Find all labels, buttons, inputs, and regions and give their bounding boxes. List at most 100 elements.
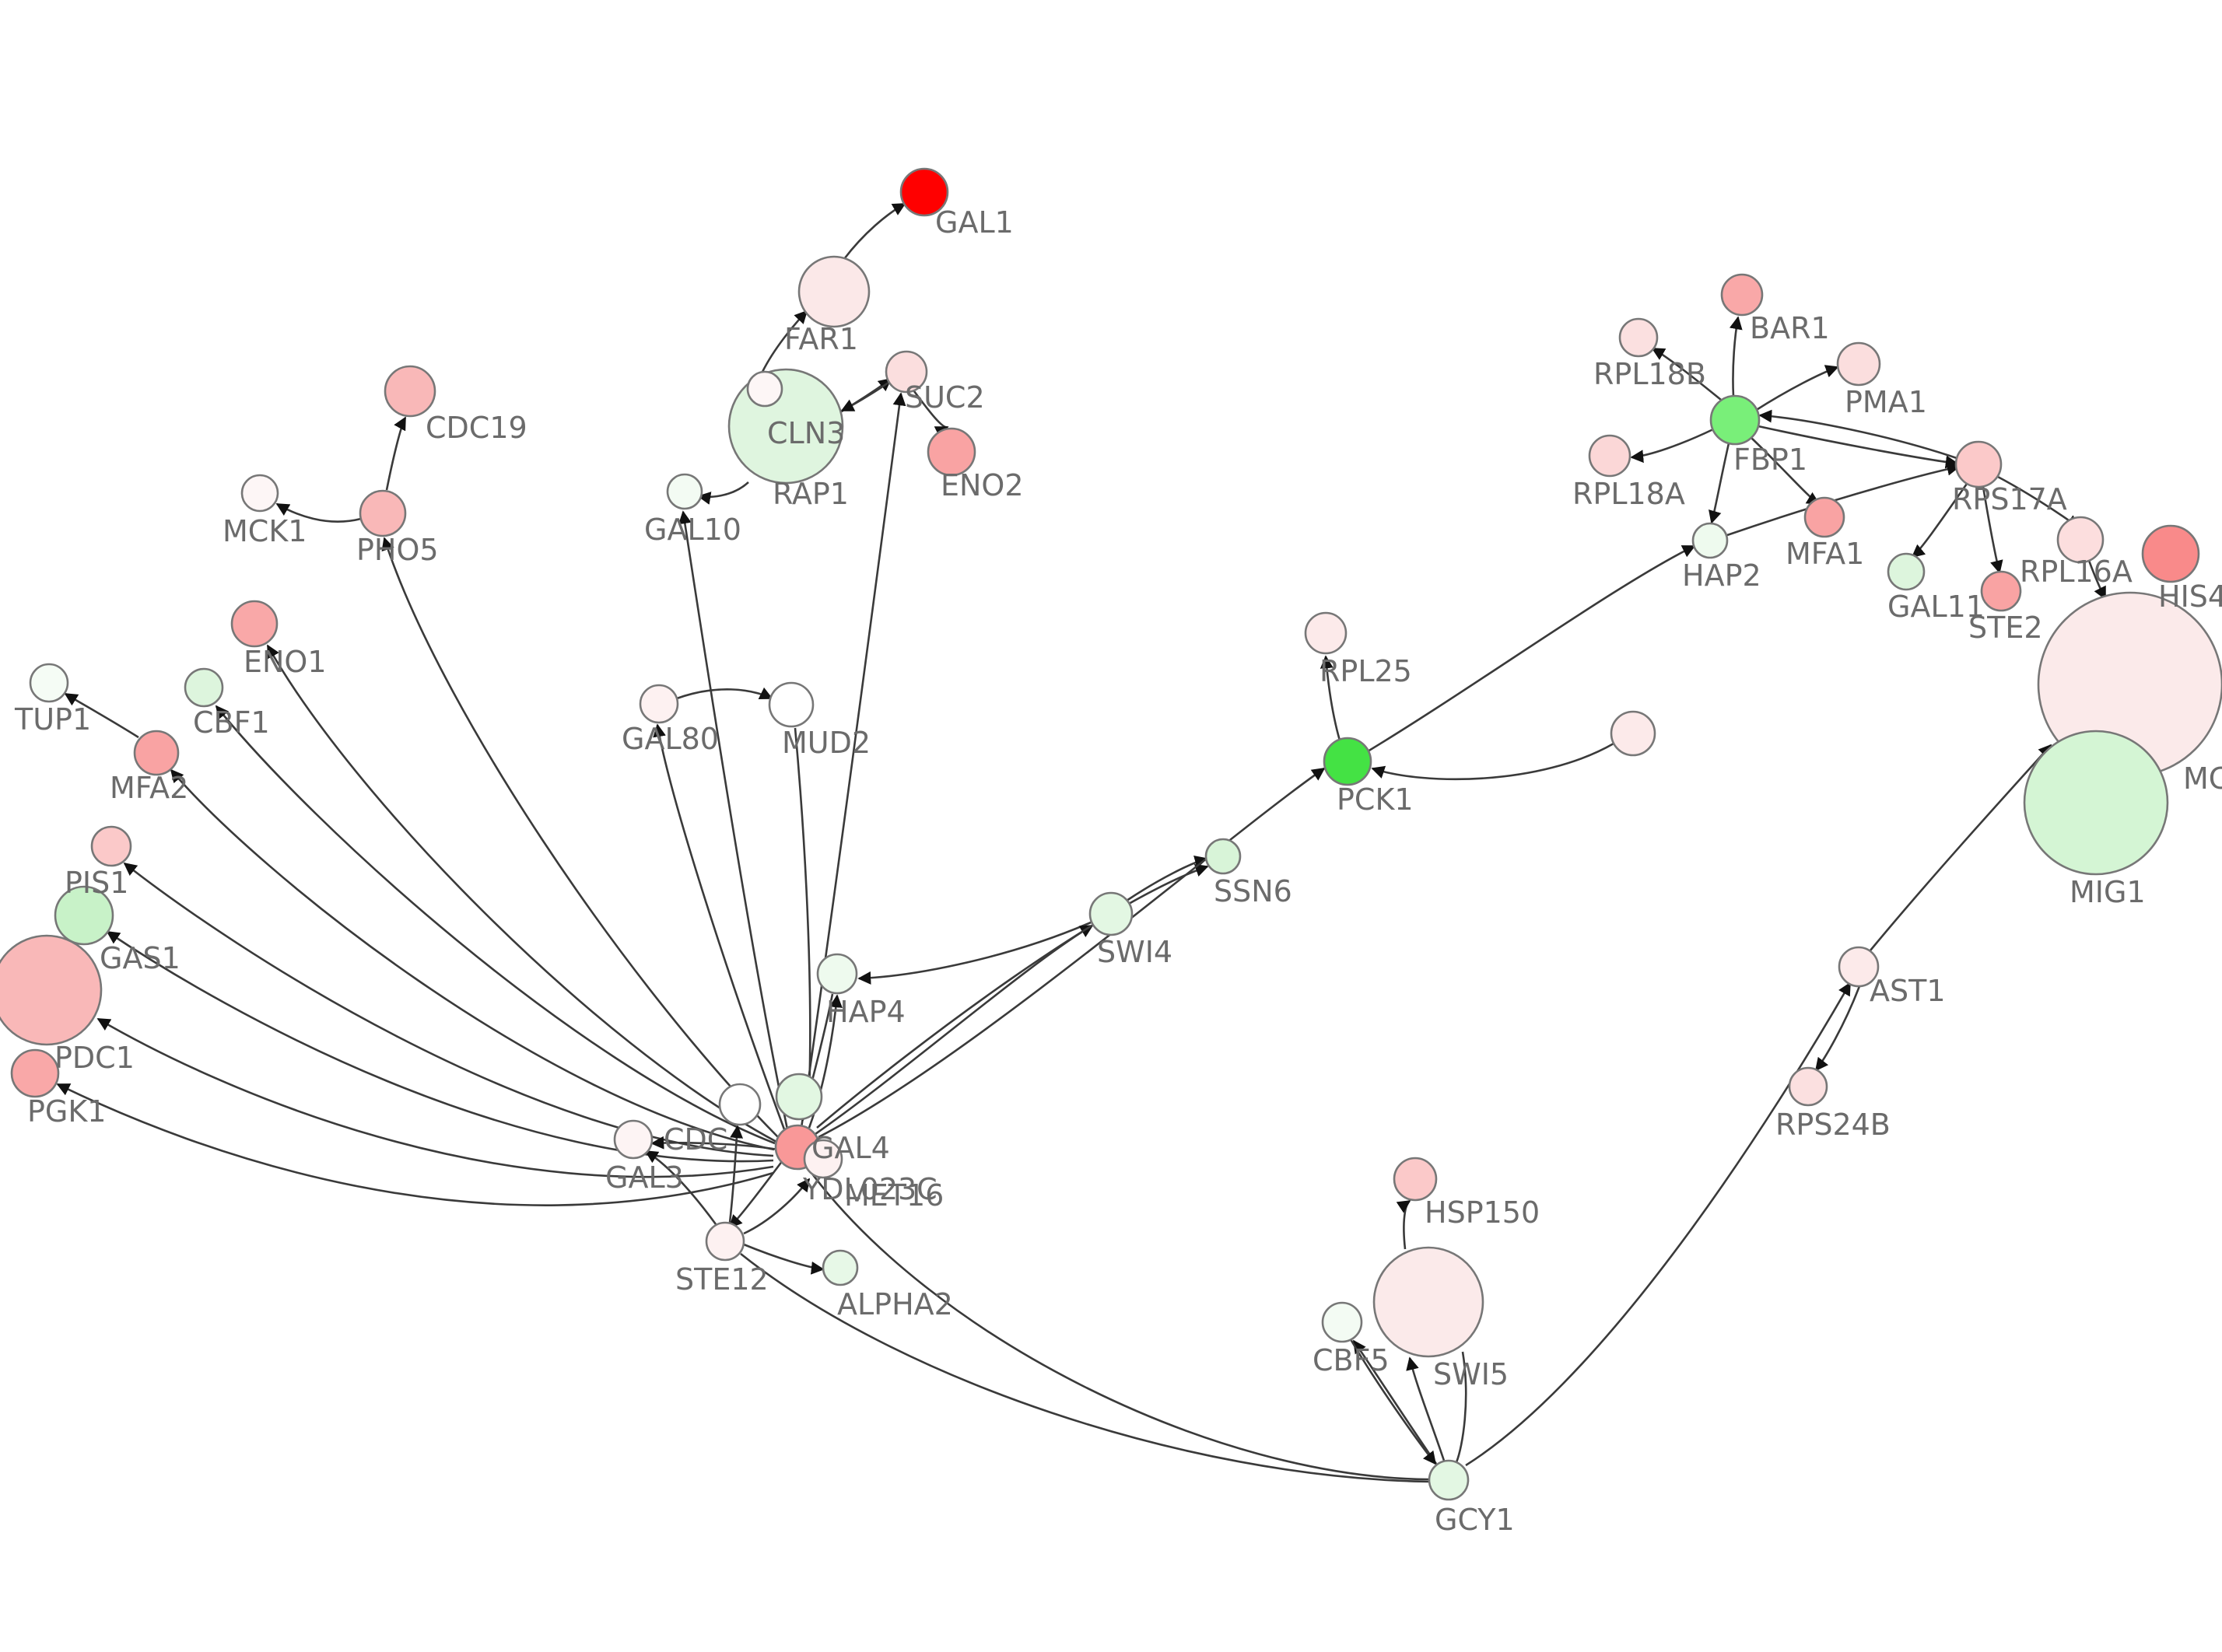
graph-node-fbp1[interactable] [1709,394,1761,446]
graph-node-rap1[interactable] [746,370,783,408]
node-label-rpl18b: RPL18B [1593,357,1706,391]
graph-node-ydl023c[interactable] [803,1139,843,1179]
graph-node-mud2[interactable] [768,681,815,728]
graph-node-pho5[interactable] [359,489,407,537]
graph-edge [644,1150,717,1225]
graph-node-gal10[interactable] [666,473,703,510]
graph-edge [818,767,1326,1139]
graph-node-cbf1[interactable] [184,667,224,708]
graph-node-gal11[interactable] [1887,552,1926,591]
node-label-ast1: AST1 [1870,974,1946,1008]
node-label-fbp1: FBP1 [1733,443,1807,477]
graph-node-eno2[interactable] [927,427,976,477]
graph-node-pma1[interactable] [1836,341,1881,387]
graph-edge [1406,1356,1446,1461]
graph-node-mck1[interactable] [240,474,279,513]
graph-node-tup1[interactable] [29,663,69,703]
graph-node-hap4[interactable] [816,953,858,995]
node-label-gal1: GAL1 [935,205,1014,240]
graph-node-pck1[interactable] [1323,737,1372,786]
edges-layer [56,202,2107,1483]
node-label-rps17a: RPS17A [1952,482,2067,516]
node-label-gal10: GAL10 [644,513,741,547]
graph-node-mfa2[interactable] [133,730,180,776]
graph-edge [275,502,362,523]
graph-edge [1352,1339,1438,1465]
graph-node-ste2[interactable] [1980,570,2022,612]
graph-edge [1630,428,1714,464]
node-label-mfa2: MFA2 [110,771,188,805]
graph-edge [1729,316,1743,397]
graph-edge [1754,365,1839,412]
node-label-pma1: PMA1 [1845,385,1927,419]
graph-edge [740,1252,1431,1483]
node-label-hsp150: HSP150 [1425,1195,1540,1230]
graph-node-bar1[interactable] [1720,273,1764,317]
graph-node-gal1[interactable] [899,167,949,217]
graph-node-gal80[interactable] [639,684,679,724]
graph-node-cdc[interactable] [718,1083,762,1126]
node-label-pho5: PHO5 [356,533,439,567]
graph-node-cbf5[interactable] [1321,1301,1363,1343]
graph-edge [1396,1199,1411,1250]
graph-node-hsp150[interactable] [1393,1157,1438,1202]
graph-edge [678,510,789,1130]
graph-node-ast1[interactable] [1838,946,1880,988]
graph-node-suc2[interactable] [885,350,928,394]
graph-edge [1367,544,1696,753]
graph-node-swi5[interactable] [1372,1246,1484,1358]
graph-node-far1[interactable] [797,255,871,328]
graph-node-rpl25[interactable] [1304,611,1348,655]
graph-node-hap2[interactable] [1691,522,1729,559]
graph-node-mfa1[interactable] [1803,496,1845,538]
node-label-mfa1: MFA1 [1786,537,1864,571]
graph-node-his4[interactable] [2141,524,2200,583]
node-label-pdc1: PDC1 [54,1041,135,1075]
graph-edge [843,202,906,260]
graph-edge [215,705,776,1145]
graph-node-rps24b[interactable] [1788,1066,1828,1107]
graph-node-pis1[interactable] [90,825,132,867]
graph-node-eno1[interactable] [230,600,279,648]
nodes-layer [0,167,2222,1501]
node-label-cdc19: CDC19 [426,411,527,445]
node-label-rps24b: RPS24B [1775,1108,1891,1142]
graph-edge [170,768,775,1151]
node-label-gas1: GAS1 [100,941,180,975]
node-label-gal11: GAL11 [1887,590,1985,624]
graph-node-hub_right[interactable] [1610,710,1656,757]
node-label-hap2: HAP2 [1682,558,1761,593]
node-label-ste12: STE12 [675,1262,769,1297]
node-label-pis1: PIS1 [65,866,128,900]
graph-edge [1814,985,1861,1072]
graph-node-ssn6[interactable] [1204,838,1242,875]
node-label-pgk1: PGK1 [27,1094,106,1129]
graph-node-rpl16a[interactable] [2056,516,2105,564]
node-label-eno2: ENO2 [941,468,1024,502]
graph-edge [913,390,949,439]
graph-node-pdc1[interactable] [0,934,103,1046]
node-label-mud2: MUD2 [782,726,871,760]
graph-node-ste12[interactable] [705,1221,745,1262]
graph-node-rps17a[interactable] [1954,440,2003,488]
graph-edge [728,1125,744,1223]
graph-node-gal4_up[interactable] [775,1073,823,1121]
node-label-rpl25: RPL25 [1320,654,1412,688]
graph-edge [381,537,779,1138]
graph-edge [385,416,407,491]
graph-node-rpl18a[interactable] [1588,434,1631,478]
graph-edge [1320,655,1341,741]
graph-edge [64,692,139,739]
graph-node-rpl18b[interactable] [1618,317,1659,358]
graph-node-gas1[interactable] [54,885,114,946]
graph-node-alpha2[interactable] [822,1249,859,1286]
graph-node-gal3[interactable] [613,1119,654,1160]
graph-node-cdc19[interactable] [384,365,436,418]
graph-node-gcy1[interactable] [1428,1459,1470,1501]
graph-node-swi4[interactable] [1088,891,1134,936]
graph-node-pgk1[interactable] [10,1048,60,1098]
node-label-mig1: MIG1 [2070,875,2146,909]
graph-edge [728,1160,784,1229]
graph-node-mig1[interactable] [2023,730,2169,876]
